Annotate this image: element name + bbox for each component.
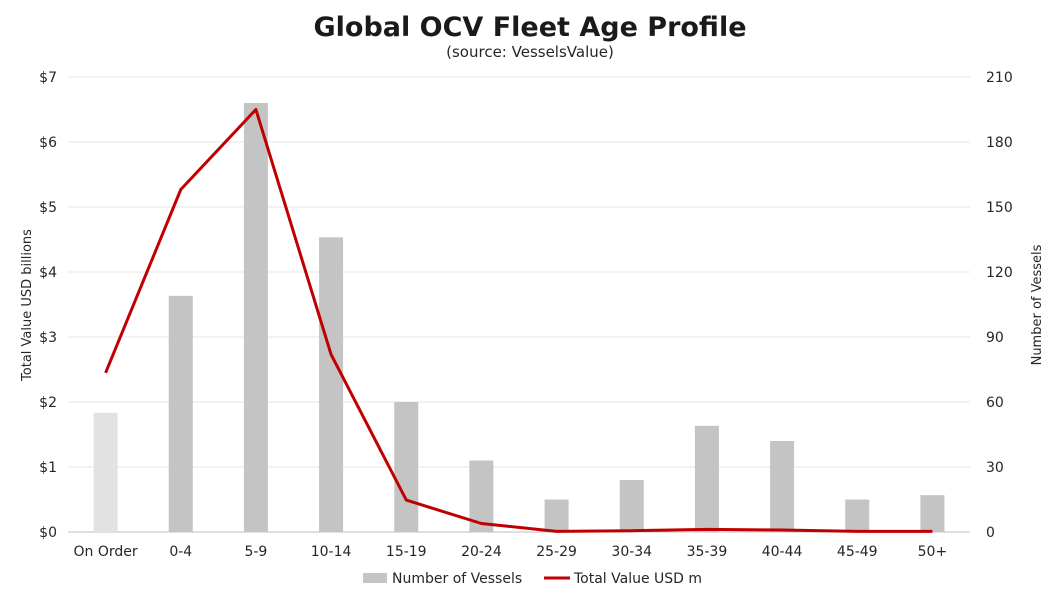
vessel-bar (920, 495, 945, 532)
vessel-bar (168, 295, 193, 532)
right-tick-label: 90 (986, 330, 1004, 346)
value-line-layer (104, 108, 933, 533)
right-tick-label: 60 (986, 395, 1004, 411)
x-tick-label: 15-19 (386, 544, 427, 560)
right-tick-label: 120 (986, 265, 1013, 281)
x-tick-label: 45-49 (837, 544, 878, 560)
x-tick-label: 0-4 (169, 544, 192, 560)
x-tick-label: 40-44 (762, 544, 803, 560)
x-axis-ticks: On Order 0-4 5-9 10-14 15-19 20-24 25-29 30-34 3… (74, 544, 948, 560)
left-tick-label: $2 (39, 395, 57, 411)
legend-swatch-vessels (363, 573, 387, 583)
legend-label-vessels: Number of Vessels (392, 571, 522, 587)
right-tick-label: 180 (986, 135, 1013, 151)
x-tick-label: 30-34 (611, 544, 652, 560)
x-tick-label: 5-9 (244, 544, 267, 560)
vessel-bar (93, 412, 118, 532)
left-tick-label: $7 (39, 70, 57, 86)
right-axis-label: Number of Vessels (1030, 244, 1045, 365)
left-tick-label: $4 (39, 265, 57, 281)
gridlines (68, 76, 970, 533)
vessel-bar (694, 425, 719, 532)
vessel-bar (394, 402, 419, 532)
vessel-bar (770, 441, 795, 532)
x-tick-label: 35-39 (687, 544, 728, 560)
left-tick-label: $5 (39, 200, 57, 216)
legend: Number of Vessels Total Value USD m (363, 571, 702, 587)
left-axis-label: Total Value USD billions (20, 229, 35, 382)
x-tick-label: 50+ (918, 544, 948, 560)
x-tick-label: 25-29 (536, 544, 577, 560)
vessel-bars (93, 103, 945, 533)
chart-title: Global OCV Fleet Age Profile (313, 12, 746, 43)
x-tick-label: 10-14 (311, 544, 352, 560)
right-tick-label: 0 (986, 525, 995, 541)
left-axis-ticks: $0 $1 $2 $3 $4 $5 $6 $7 (39, 70, 57, 541)
x-tick-label: 20-24 (461, 544, 502, 560)
right-axis-ticks: 0 30 60 90 120 150 180 210 (986, 70, 1013, 541)
left-tick-label: $1 (39, 460, 57, 476)
right-tick-label: 30 (986, 460, 1004, 476)
x-tick-label: On Order (74, 544, 138, 560)
vessel-bar (319, 237, 344, 533)
left-tick-label: $0 (39, 525, 57, 541)
vessel-bar (845, 499, 870, 532)
value-line (104, 108, 933, 533)
chart-subtitle: (source: VesselsValue) (446, 43, 614, 61)
vessel-bar (243, 103, 268, 532)
vessel-bar (544, 499, 569, 532)
legend-label-value: Total Value USD m (573, 571, 702, 587)
left-tick-label: $3 (39, 330, 57, 346)
left-tick-label: $6 (39, 135, 57, 151)
vessel-bar (619, 480, 644, 532)
right-tick-label: 210 (986, 70, 1013, 86)
right-tick-label: 150 (986, 200, 1013, 216)
